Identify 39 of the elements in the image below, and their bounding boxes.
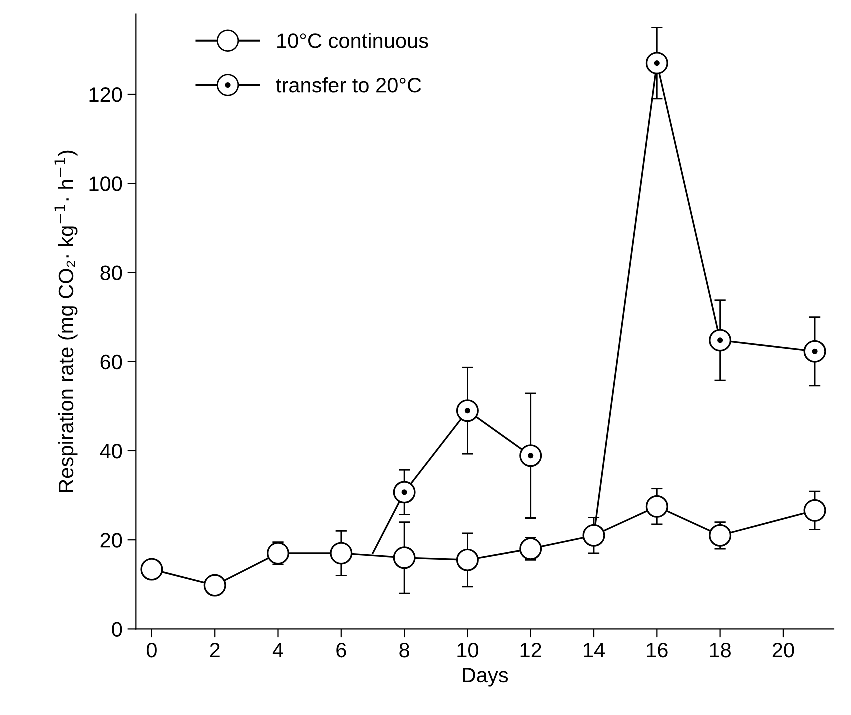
point: [330, 542, 353, 565]
legend-label: 10°C continuous: [278, 33, 428, 48]
point: [804, 340, 826, 363]
y-tick-label: 80: [100, 266, 122, 280]
x-tick-label: 2: [210, 642, 220, 658]
x-tick-label: 4: [272, 643, 284, 658]
point: [393, 481, 416, 504]
x-tick-label: 18: [710, 642, 731, 658]
x-axis-title: Days: [463, 668, 508, 687]
x-tick-label: 8: [400, 642, 410, 658]
point: [804, 499, 826, 522]
point: [267, 542, 290, 565]
y-tick-label: 100: [90, 176, 122, 192]
y-tick-label: 0: [112, 622, 122, 637]
legend-label: transfer to 20°C: [276, 77, 422, 93]
point: [582, 524, 606, 547]
point: [709, 329, 732, 352]
y-tick-label: 20: [100, 533, 122, 548]
x-tick-label: 6: [336, 642, 346, 658]
point: [393, 546, 416, 570]
x-tick-label: 16: [647, 642, 668, 658]
point: [520, 444, 542, 468]
y-tick-label: 120: [90, 88, 122, 102]
x-tick-label: 20: [772, 642, 794, 658]
x-tick-label: 10: [458, 642, 478, 658]
point: [456, 400, 479, 422]
point: [456, 548, 479, 572]
point: [140, 558, 164, 581]
x-tick-label: 0: [146, 642, 157, 658]
y-tick-label: 60: [100, 354, 122, 370]
y-tick-label: 40: [100, 444, 122, 459]
point: [646, 52, 668, 75]
y-axis-title: Respiration rate (mg CO₂· kg$^{−1}$· h$^{−1}$): [54, 150, 78, 492]
point: [204, 574, 226, 597]
point: [709, 524, 732, 547]
point: [646, 495, 668, 518]
x-tick-label: 14: [584, 643, 605, 658]
point: [520, 538, 542, 560]
x-tick-label: 12: [520, 642, 542, 658]
